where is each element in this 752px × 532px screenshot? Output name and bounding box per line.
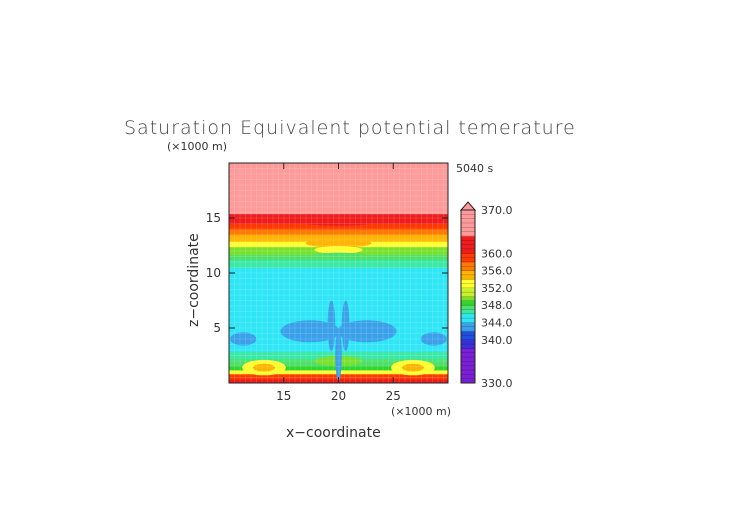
contour-band bbox=[229, 223, 448, 230]
colorbar-segment bbox=[461, 296, 475, 302]
colorbar-tick-label: 344.0 bbox=[481, 316, 513, 329]
colorbar-segment bbox=[461, 279, 475, 289]
contour-feature bbox=[314, 246, 363, 254]
colorbar-segment bbox=[461, 235, 475, 254]
colorbar-segment bbox=[461, 309, 475, 315]
contour-feature bbox=[335, 330, 342, 381]
colorbar-tick-label: 352.0 bbox=[481, 282, 513, 295]
colorbar-tick-label: 370.0 bbox=[481, 204, 513, 217]
colorbar-segment bbox=[461, 287, 475, 297]
contour-feature bbox=[294, 214, 383, 226]
colorbar-tick-label: 340.0 bbox=[481, 334, 513, 347]
x-tick-label: 25 bbox=[386, 389, 401, 403]
colorbar-tick-label: 330.0 bbox=[481, 377, 513, 390]
contour-feature bbox=[402, 363, 424, 372]
colorbar-segment bbox=[461, 322, 475, 332]
colorbar-tick-label: 356.0 bbox=[481, 265, 513, 278]
colorbar-extend-arrow bbox=[459, 201, 477, 211]
colorbar-segment bbox=[461, 305, 475, 310]
chart-title: Saturation Equivalent potential temeratu… bbox=[124, 117, 576, 139]
y-axis: 5 10 15 bbox=[206, 211, 448, 335]
x-axis-label: x−coordinate bbox=[286, 425, 381, 441]
colorbar-segment bbox=[461, 348, 475, 384]
contour-feature bbox=[420, 332, 447, 346]
contour-band bbox=[229, 259, 448, 269]
colorbar: 370.0 360.0 356.0 352.0 348.0 344.0 340.0 330.0 bbox=[459, 201, 513, 390]
time-label: 5040 s bbox=[456, 162, 493, 175]
colorbar-segment bbox=[461, 210, 475, 237]
y-unit-label: (×1000 m) bbox=[167, 140, 227, 153]
contour-feature bbox=[280, 320, 340, 343]
colorbar-segment bbox=[461, 331, 475, 341]
contour-band bbox=[229, 234, 448, 242]
contour-feature bbox=[305, 238, 372, 248]
contour-band bbox=[229, 163, 448, 215]
contour-feature bbox=[341, 300, 350, 352]
contour-field bbox=[229, 163, 448, 383]
contour-feature bbox=[337, 320, 397, 343]
y-axis-label: z−coordinate bbox=[186, 233, 202, 327]
y-tick-label: 10 bbox=[206, 266, 221, 280]
colorbar-segment bbox=[461, 270, 475, 280]
y-tick-label: 5 bbox=[213, 321, 221, 335]
contour-feature bbox=[230, 332, 257, 346]
colorbar-tick-label: 360.0 bbox=[481, 247, 513, 260]
colorbar-segment bbox=[461, 261, 475, 271]
x-axis: 15 20 25 bbox=[276, 163, 401, 403]
colorbar-segment bbox=[461, 300, 475, 306]
x-unit-label: (×1000 m) bbox=[391, 405, 451, 418]
contour-band bbox=[229, 229, 448, 236]
colorbar-segment bbox=[461, 313, 475, 323]
x-tick-label: 20 bbox=[331, 389, 346, 403]
colorbar-tick-label: 348.0 bbox=[481, 299, 513, 312]
contour-feature bbox=[327, 300, 336, 352]
contour-feature bbox=[311, 252, 366, 261]
contour-grid-lines bbox=[229, 163, 448, 383]
contour-feature bbox=[253, 363, 275, 372]
colorbar-segment bbox=[461, 253, 475, 263]
colorbar-segment bbox=[461, 339, 475, 349]
x-tick-label: 15 bbox=[276, 389, 291, 403]
y-tick-label: 15 bbox=[206, 211, 221, 225]
